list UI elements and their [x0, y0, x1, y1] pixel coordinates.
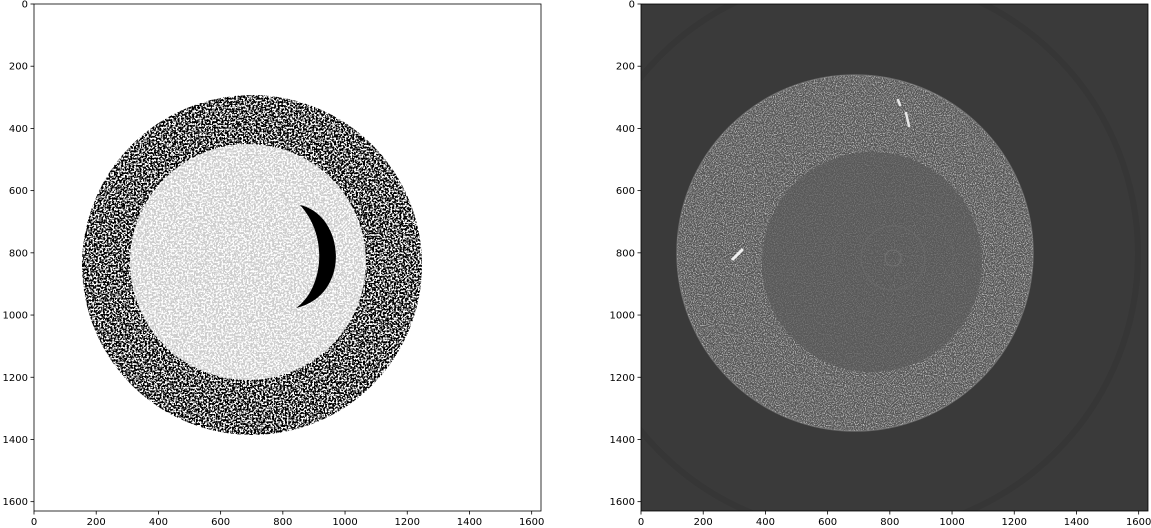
grayscale-smooth-center — [762, 152, 982, 372]
x-tick-label: 0 — [31, 517, 37, 528]
grayscale-y-axis: 0 200 400 600 800 1000 1200 1400 1600 — [610, 0, 641, 508]
y-tick-label: 1000 — [610, 311, 635, 322]
x-tick-label: 1000 — [332, 517, 357, 528]
binary-y-axis: 0 200 400 600 800 1000 1200 1400 1600 — [3, 0, 34, 508]
y-tick-label: 600 — [9, 186, 28, 197]
y-tick-label: 400 — [9, 124, 28, 135]
y-tick-label: 1400 — [3, 435, 28, 446]
x-tick-label: 1000 — [939, 517, 964, 528]
binary-x-axis: 0 200 400 600 800 1000 1200 1400 1600 — [31, 511, 544, 528]
x-tick-label: 400 — [149, 517, 168, 528]
binary-disk-clear-center — [130, 144, 366, 380]
x-tick-label: 1200 — [1002, 517, 1027, 528]
y-tick-label: 1000 — [3, 311, 28, 322]
y-tick-label: 1600 — [3, 497, 28, 508]
x-tick-label: 1200 — [395, 517, 420, 528]
y-tick-label: 200 — [9, 62, 28, 73]
x-tick-label: 400 — [756, 517, 775, 528]
x-tick-label: 0 — [638, 517, 644, 528]
y-tick-label: 1200 — [3, 373, 28, 384]
grayscale-ring-1 — [860, 225, 926, 291]
grayscale-bright-spot-left — [731, 248, 744, 261]
y-tick-label: 1600 — [610, 497, 635, 508]
x-tick-label: 800 — [880, 517, 899, 528]
y-tick-label: 1400 — [610, 435, 635, 446]
y-tick-label: 0 — [629, 0, 635, 11]
x-tick-label: 1600 — [1126, 517, 1151, 528]
y-tick-label: 800 — [616, 248, 635, 259]
grayscale-x-axis: 0 200 400 600 800 1000 1200 1400 1600 — [638, 511, 1151, 528]
x-tick-label: 200 — [87, 517, 106, 528]
binary-image-panel: 0 200 400 600 800 1000 1200 1400 1600 0 200 400 600… — [3, 0, 545, 528]
y-tick-label: 400 — [616, 124, 635, 135]
x-tick-label: 1400 — [457, 517, 482, 528]
y-tick-label: 200 — [616, 62, 635, 73]
y-tick-label: 0 — [22, 0, 28, 11]
binary-axes-frame — [33, 3, 542, 512]
x-tick-label: 800 — [273, 517, 292, 528]
x-tick-label: 600 — [211, 517, 230, 528]
binary-dark-crescent — [296, 205, 336, 308]
grayscale-bright-spot-top — [896, 98, 911, 128]
grayscale-axes-frame — [640, 3, 1149, 512]
grayscale-ring-2 — [832, 197, 954, 319]
y-tick-label: 600 — [616, 186, 635, 197]
y-tick-label: 800 — [9, 248, 28, 259]
x-tick-label: 600 — [818, 517, 837, 528]
y-tick-label: 1200 — [610, 373, 635, 384]
x-tick-label: 1400 — [1064, 517, 1089, 528]
grayscale-outer-ring — [641, 4, 1141, 511]
grayscale-image-panel: 0 200 400 600 800 1000 1200 1400 1600 0 200 400 600… — [610, 0, 1151, 528]
grayscale-ring-3 — [884, 249, 902, 267]
x-tick-label: 1600 — [519, 517, 544, 528]
x-tick-label: 200 — [694, 517, 713, 528]
